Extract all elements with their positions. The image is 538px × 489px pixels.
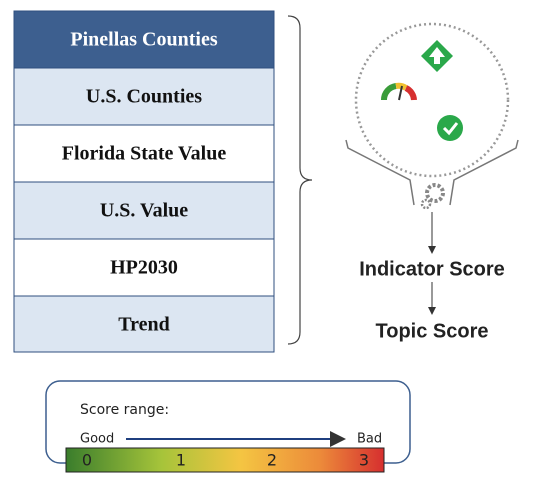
score-legend: Score range: Good Bad 0 1 2 3 — [46, 381, 410, 472]
scale-label: 1 — [176, 451, 186, 470]
diagram: Pinellas Counties U.S. Counties Florida … — [0, 0, 538, 489]
gear-icon — [427, 185, 443, 201]
step-label: Indicator Score — [359, 258, 505, 280]
row-label: U.S. Counties — [86, 86, 202, 108]
scoring-graphic: Indicator Score Topic Score — [346, 24, 518, 342]
gear-icon — [422, 200, 430, 208]
gauge-icon — [406, 88, 414, 100]
funnel — [346, 140, 518, 205]
check-icon — [437, 115, 463, 141]
row-label: Florida State Value — [62, 143, 227, 165]
legend-title: Score range: — [80, 402, 169, 418]
row-label: U.S. Value — [100, 200, 188, 222]
good-label: Good — [80, 432, 114, 447]
row-label: Trend — [118, 314, 170, 336]
scale-label: 3 — [359, 451, 369, 470]
row-label: Pinellas Counties — [70, 29, 217, 51]
row-label: HP2030 — [110, 257, 178, 279]
source-table: Pinellas Counties U.S. Counties Florida … — [14, 11, 274, 352]
brace — [288, 16, 312, 344]
gradient-bar — [66, 448, 384, 472]
gauge-icon — [384, 86, 396, 100]
scale-label: 0 — [82, 451, 92, 470]
scale-label: 2 — [267, 451, 277, 470]
step-label: Topic Score — [376, 320, 489, 342]
bad-label: Bad — [357, 432, 382, 447]
